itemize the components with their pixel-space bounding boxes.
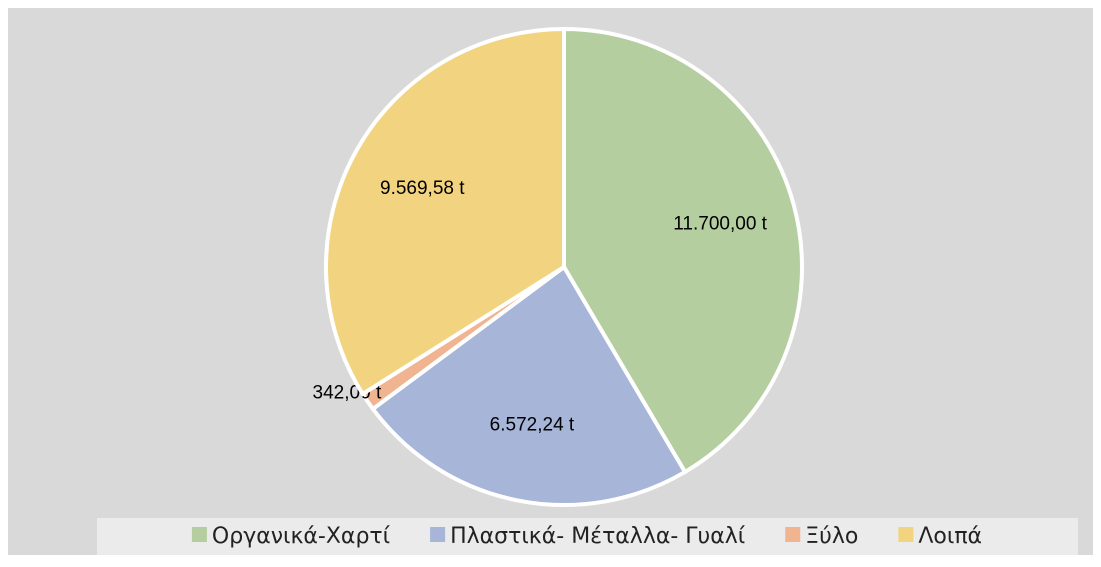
data-label: 11.700,00 t: [673, 213, 767, 234]
legend-swatch: [898, 527, 914, 542]
legend-label: Ξύλο: [805, 524, 858, 549]
legend-background: [97, 518, 1078, 555]
legend-label: Λοιπά: [918, 524, 982, 549]
legend-label: Οργανικά-Χαρτί: [212, 524, 391, 549]
pie-slice: [370, 264, 688, 507]
data-label: 6.572,24 t: [490, 415, 575, 436]
legend-label: Πλαστικά- Μέταλλα- Γυαλί: [450, 524, 746, 549]
legend-swatch: [191, 527, 207, 542]
data-label: 9.569,58 t: [380, 178, 465, 199]
pie-slice: [562, 26, 804, 475]
legend-swatch: [785, 527, 801, 542]
legend-swatch: [430, 527, 446, 542]
pie-slice: [324, 26, 566, 397]
